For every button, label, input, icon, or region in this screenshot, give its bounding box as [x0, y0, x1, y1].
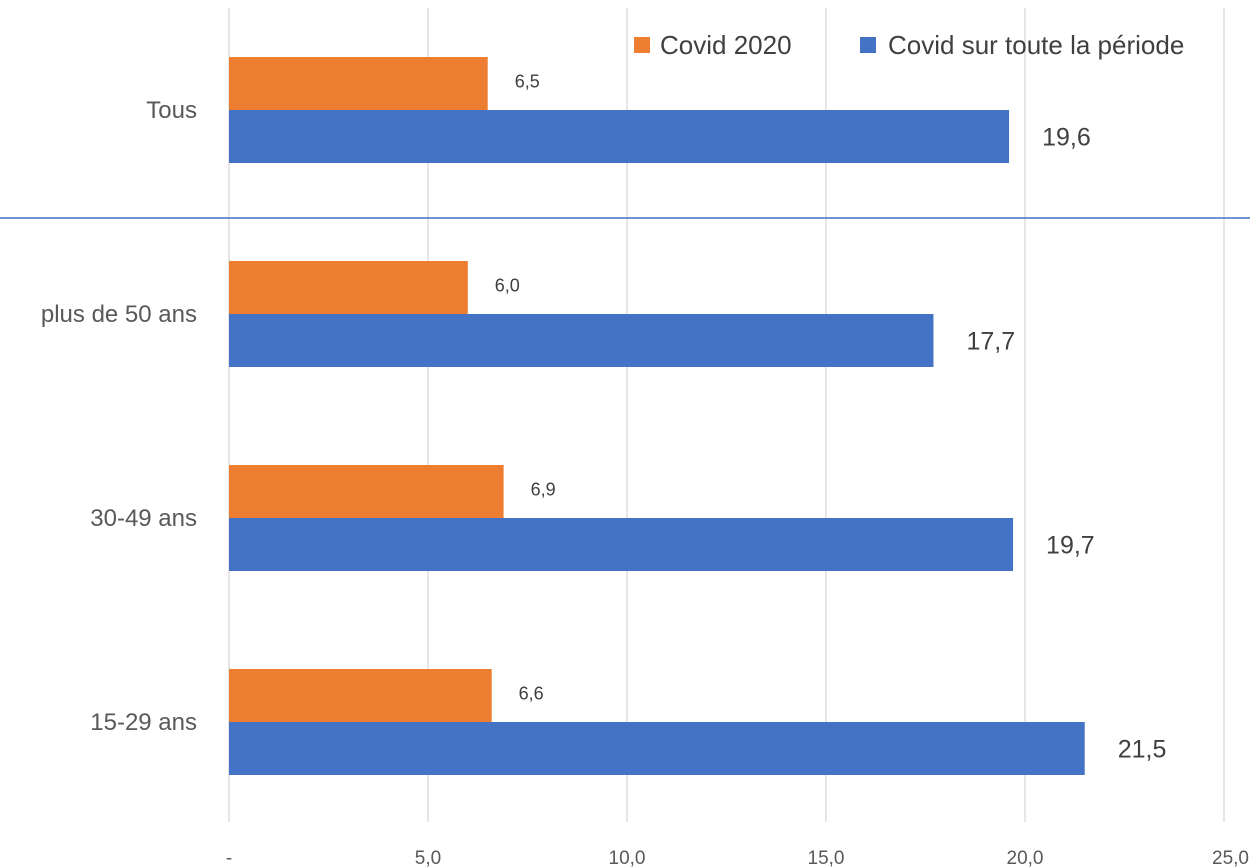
bars	[229, 57, 1085, 775]
bar-covid-2020-30-49-ans	[229, 465, 504, 518]
legend-label-covid-2020: Covid 2020	[660, 30, 792, 60]
data-labels: 6,5 19,6 6,0 17,7 6,9 19,7 6,6 21,5	[495, 72, 1167, 764]
x-axis-tick-labels: - 5,0 10,0 15,0 20,0 25,0	[226, 848, 1249, 868]
category-label-tous: Tous	[146, 97, 197, 124]
legend-swatch-covid-2020	[634, 37, 650, 53]
data-label-covid-sur-toute-la-p-riode-30-49-ans: 19,7	[1046, 532, 1095, 560]
category-labels: Tous plus de 50 ans 30-49 ans 15-29 ans	[41, 97, 197, 736]
data-label-covid-sur-toute-la-p-riode-plus-de-50-ans: 17,7	[966, 328, 1015, 356]
data-label-covid-sur-toute-la-p-riode-15-29-ans: 21,5	[1118, 736, 1167, 764]
category-label-15-29-ans: 15-29 ans	[90, 709, 197, 736]
data-label-covid-2020-30-49-ans: 6,9	[531, 480, 556, 500]
data-label-covid-2020-15-29-ans: 6,6	[519, 684, 544, 704]
data-label-covid-sur-toute-la-p-riode-tous: 19,6	[1042, 124, 1091, 152]
legend: Covid 2020 Covid sur toute la période	[634, 30, 1184, 60]
data-label-covid-2020-plus-de-50-ans: 6,0	[495, 276, 520, 296]
bar-covid-2020-tous	[229, 57, 488, 110]
bar-covid-sur-toute-la-p-riode-30-49-ans	[229, 518, 1014, 571]
x-tick-label-15: 15,0	[808, 848, 845, 868]
category-label-30-49-ans: 30-49 ans	[90, 505, 197, 532]
legend-label-covid-sur-toute-la-p-riode: Covid sur toute la période	[888, 30, 1184, 60]
legend-swatch-covid-sur-toute-la-p-riode	[860, 37, 876, 53]
x-tick-label-25: 25,0	[1212, 848, 1249, 868]
x-tick-label-0: -	[226, 848, 232, 868]
data-label-covid-2020-tous: 6,5	[515, 72, 540, 92]
x-tick-label-20: 20,0	[1007, 848, 1044, 868]
x-tick-label-10: 10,0	[609, 848, 646, 868]
bar-covid-sur-toute-la-p-riode-15-29-ans	[229, 722, 1085, 775]
category-label-plus-de-50-ans: plus de 50 ans	[41, 301, 197, 328]
bar-covid-sur-toute-la-p-riode-plus-de-50-ans	[229, 314, 934, 367]
x-tick-label-5: 5,0	[415, 848, 441, 868]
bar-covid-sur-toute-la-p-riode-tous	[229, 110, 1010, 163]
bar-covid-2020-15-29-ans	[229, 669, 492, 722]
bar-covid-2020-plus-de-50-ans	[229, 261, 468, 314]
